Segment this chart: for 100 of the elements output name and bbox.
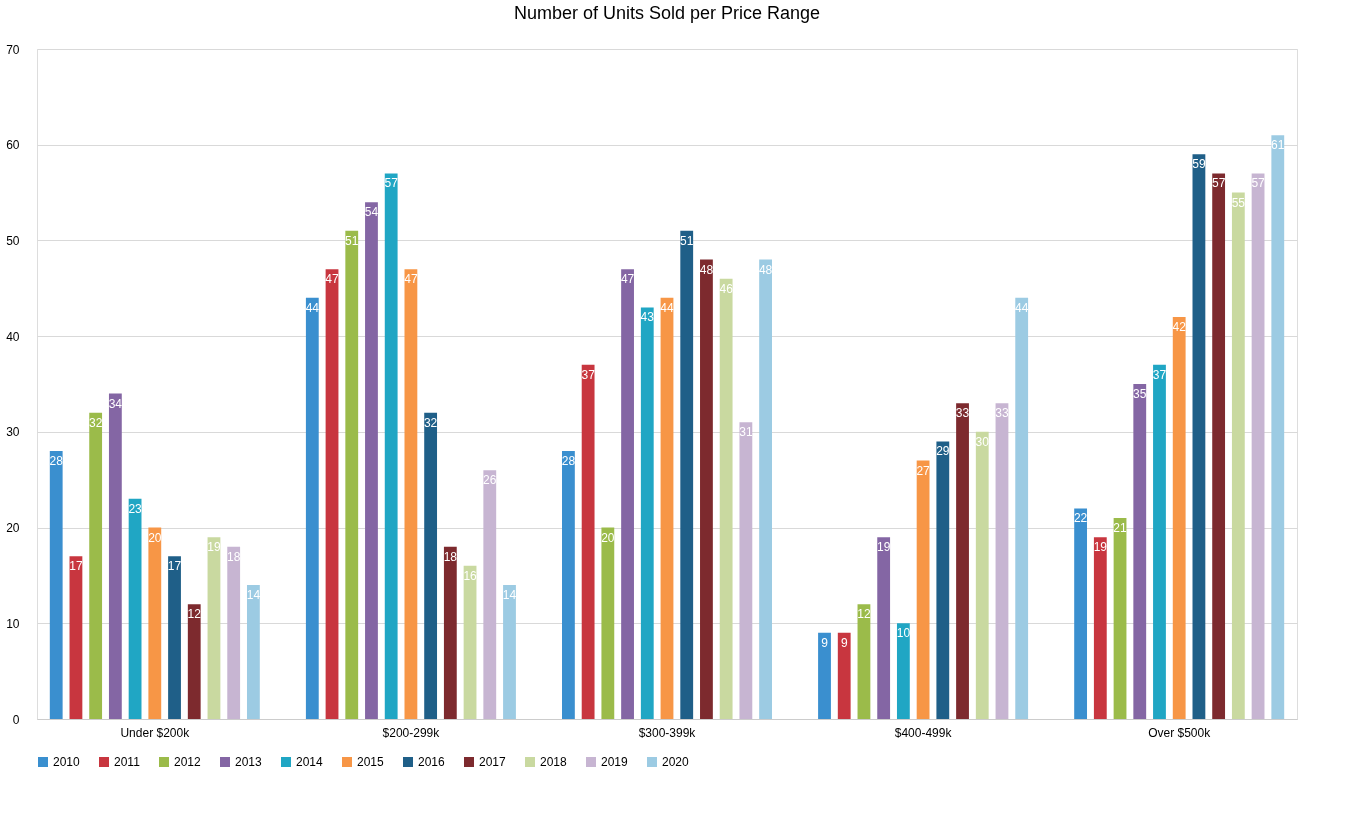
data-label: 16 — [463, 568, 478, 583]
data-label: 61 — [1271, 138, 1285, 153]
bar — [49, 451, 63, 719]
data-label: 48 — [699, 262, 714, 277]
bar — [916, 460, 930, 719]
bar — [975, 431, 989, 719]
y-tick-label: 30 — [6, 425, 20, 440]
legend-label: 2017 — [479, 755, 507, 769]
data-label: 29 — [936, 444, 950, 459]
x-tick-label: $200-299k — [382, 725, 441, 740]
bar — [759, 259, 772, 719]
x-tick-label: Over $500k — [1148, 725, 1212, 740]
data-label: 30 — [975, 434, 990, 449]
data-label: 33 — [995, 406, 1009, 421]
bar — [621, 269, 634, 719]
bar — [877, 537, 891, 719]
bar — [207, 537, 221, 719]
bar — [660, 297, 674, 719]
data-label: 57 — [1211, 176, 1226, 191]
bar — [128, 498, 142, 719]
data-label: 20 — [148, 530, 162, 545]
bar — [187, 604, 201, 719]
data-label: 10 — [896, 626, 911, 641]
legend-label: 2018 — [540, 755, 568, 769]
data-label: 32 — [423, 415, 438, 430]
bar — [1113, 518, 1127, 719]
data-label: 57 — [1251, 176, 1266, 191]
x-tick-label: $400-499k — [894, 725, 953, 740]
y-tick-label: 60 — [6, 138, 20, 153]
data-label: 18 — [227, 549, 241, 564]
legend-label: 2019 — [601, 755, 629, 769]
bar — [562, 451, 575, 719]
bar — [936, 441, 950, 719]
data-label: 48 — [758, 262, 773, 277]
data-label: 17 — [69, 559, 83, 574]
data-label: 31 — [739, 425, 753, 440]
data-label: 14 — [502, 588, 517, 602]
data-label: 33 — [955, 406, 970, 421]
legend-label: 2011 — [114, 755, 141, 769]
legend-label: 2015 — [357, 755, 385, 769]
bar — [1172, 317, 1186, 719]
bar — [1015, 297, 1029, 719]
data-label: 19 — [207, 540, 221, 555]
legend-label: 2012 — [174, 755, 202, 769]
data-label: 19 — [1093, 540, 1108, 555]
bar — [1153, 364, 1166, 719]
bar — [483, 470, 497, 719]
legend-label: 2010 — [53, 755, 81, 769]
bar — [108, 393, 122, 719]
data-label: 51 — [345, 233, 359, 248]
data-label: 37 — [581, 367, 596, 382]
bar — [896, 623, 910, 719]
data-label: 28 — [49, 454, 64, 468]
legend-label: 2016 — [418, 755, 446, 769]
data-label: 17 — [167, 559, 182, 574]
chart-title: Number of Units Sold per Price Range — [513, 3, 821, 23]
data-label: 20 — [601, 530, 615, 545]
bar — [995, 403, 1009, 719]
data-label: 23 — [128, 501, 143, 516]
data-label: 32 — [88, 415, 103, 430]
bar — [1093, 537, 1107, 719]
bar — [345, 230, 359, 719]
data-label: 9 — [821, 635, 829, 650]
x-tick-label: $300-399k — [638, 725, 697, 740]
bar — [1133, 384, 1147, 719]
data-label: 12 — [187, 607, 202, 622]
bar — [700, 259, 713, 719]
bar — [680, 230, 694, 719]
legend-label: 2020 — [662, 755, 690, 769]
bar — [148, 527, 162, 719]
bar — [503, 585, 516, 719]
data-label: 27 — [916, 463, 931, 478]
bar — [325, 269, 339, 719]
bar — [581, 364, 595, 719]
data-label: 44 — [1015, 300, 1029, 315]
bar — [404, 269, 418, 719]
bar — [246, 585, 260, 719]
bar — [1231, 192, 1245, 719]
data-label: 35 — [1133, 387, 1147, 401]
data-label: 54 — [364, 205, 379, 220]
bar — [719, 278, 733, 719]
y-tick-label: 0 — [12, 712, 20, 727]
bar — [1212, 173, 1226, 719]
x-tick-label: Under $200k — [120, 725, 191, 740]
bar — [857, 604, 871, 719]
data-label: 47 — [404, 272, 418, 287]
bar — [305, 297, 319, 719]
bar — [168, 556, 181, 719]
data-label: 55 — [1231, 195, 1246, 210]
data-label: 19 — [876, 540, 891, 555]
bar — [384, 173, 398, 719]
bar — [1074, 508, 1088, 719]
y-tick-label: 70 — [6, 42, 20, 57]
bar — [463, 565, 477, 719]
bar — [640, 307, 654, 719]
data-label: 12 — [857, 607, 871, 622]
y-tick-label: 20 — [6, 521, 20, 536]
bar — [837, 632, 851, 719]
data-label: 21 — [1113, 521, 1128, 535]
bar — [365, 202, 378, 719]
